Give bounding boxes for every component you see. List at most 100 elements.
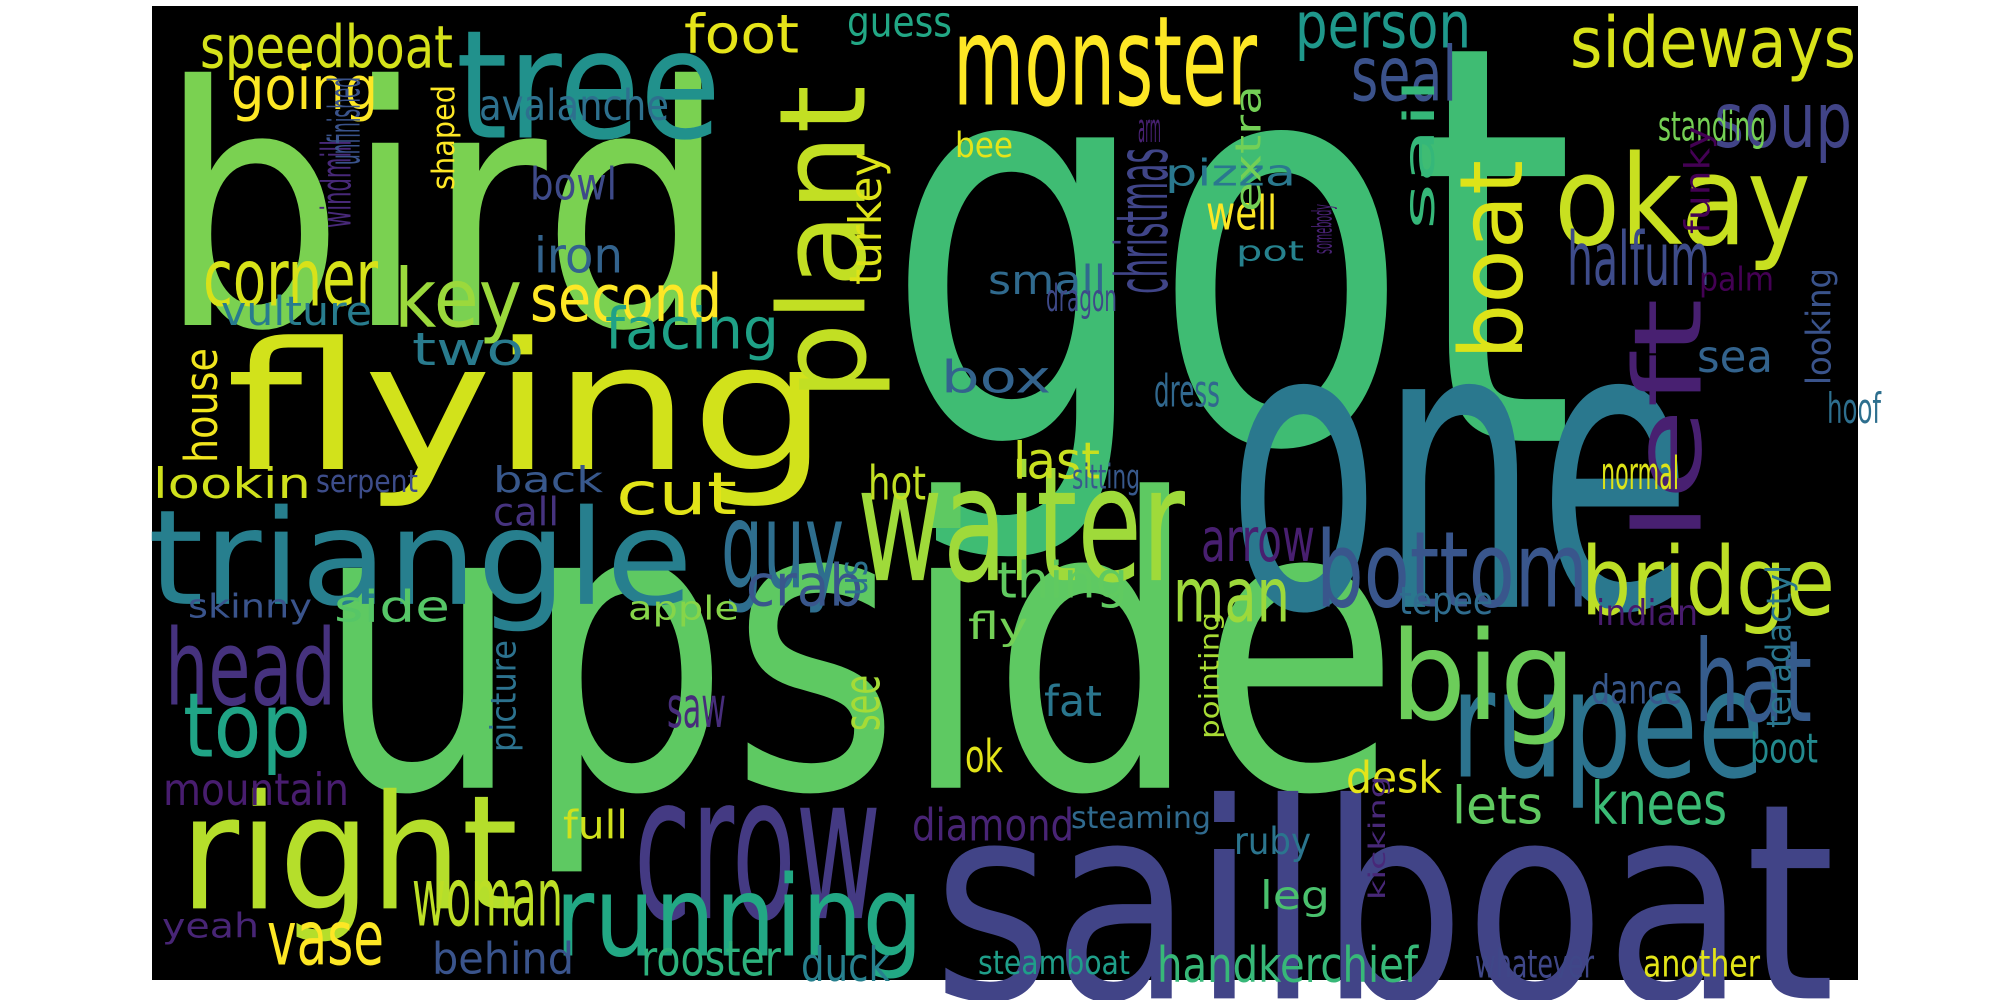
word-foot: foot — [684, 3, 800, 66]
word-woman: woman — [412, 850, 564, 946]
word-steamboat: steamboat — [978, 943, 1131, 982]
word-funky: funky — [1676, 125, 1718, 234]
word-ok: ok — [965, 729, 1004, 784]
word-speedboat: speedboat — [200, 12, 454, 82]
word-bowl: bowl — [530, 157, 618, 211]
word-us: us — [829, 559, 877, 596]
word-crab: crab — [746, 551, 864, 620]
word-guy: guy — [721, 474, 845, 617]
word-rupee: rupee — [1451, 637, 1764, 813]
word-apple: apple — [628, 589, 740, 628]
word-avalanche: avalanche — [479, 80, 669, 131]
word-bottom: bottom — [1316, 508, 1589, 632]
word-cloud-background — [152, 6, 1858, 980]
word-triangle: triangle — [148, 481, 693, 636]
word-handkerchief: handkerchief — [1157, 936, 1419, 994]
word-boat: boat — [1441, 159, 1544, 360]
word-bee: bee — [955, 124, 1014, 166]
word-call: call — [493, 489, 560, 536]
word-pizza: pizza — [1165, 151, 1297, 194]
word-okay: okay — [1554, 128, 1812, 274]
word-thing: thing — [997, 551, 1129, 610]
word-saw: saw — [667, 674, 727, 741]
word-teradactyl: teradactyl — [1758, 564, 1799, 728]
word-boot: boot — [1750, 724, 1819, 773]
word-man: man — [1173, 550, 1291, 640]
word-hoof: hoof — [1827, 384, 1882, 433]
word-key: key — [394, 250, 523, 346]
word-dress: dress — [1154, 364, 1221, 418]
word-sideways: sideways — [1570, 1, 1857, 84]
word-desk: desk — [1346, 752, 1443, 804]
word-right: right — [180, 760, 519, 947]
word-sailboat: sailboat — [933, 744, 1836, 1000]
word-shaped: shaped — [425, 84, 462, 190]
word-fly: fly — [968, 604, 1029, 649]
word-picture: picture — [482, 639, 524, 752]
word-waiter: waiter — [857, 431, 1186, 619]
word-vulture: vulture — [221, 287, 373, 335]
word-duck: duck — [801, 936, 891, 993]
word-two: two — [412, 323, 525, 376]
word-hot: hot — [868, 455, 927, 511]
word-unfinished: unfinished — [319, 76, 371, 165]
word-tepee: tepee — [1399, 578, 1494, 624]
word-seal: seal — [1351, 30, 1458, 119]
word-big: big — [1390, 604, 1577, 749]
word-pointing: pointing — [1193, 611, 1225, 739]
word-sitting: sitting — [1072, 456, 1141, 497]
word-going: going — [231, 53, 378, 124]
word-steaming: steaming — [1071, 800, 1212, 836]
word-running: running — [555, 851, 924, 983]
word-serpent: serpent — [316, 463, 419, 500]
word-facing: facing — [605, 295, 780, 363]
word-dance: dance — [1591, 666, 1683, 713]
word-bridge: bridge — [1581, 526, 1836, 638]
word-turkey: turkey — [840, 152, 892, 285]
word-side: side — [334, 581, 451, 633]
word-ruby: ruby — [1234, 819, 1312, 864]
word-mountain: mountain — [163, 764, 350, 816]
word-diamond: diamond — [912, 798, 1075, 852]
word-back: back — [493, 458, 604, 501]
word-second: second — [530, 260, 722, 337]
word-see: see — [833, 674, 892, 731]
word-hat: hat — [1694, 615, 1813, 749]
word-palm: palm — [1699, 260, 1775, 299]
word-yeah: yeah — [162, 905, 260, 946]
word-got: got — [885, 0, 1576, 575]
word-soup: soup — [1714, 75, 1853, 166]
word-full: full — [563, 802, 629, 849]
word-head: head — [165, 606, 337, 730]
word-normal: normal — [1601, 446, 1679, 501]
word-standing: standing — [1658, 102, 1767, 151]
word-fat: fat — [1044, 676, 1103, 727]
word-person: person — [1295, 0, 1472, 64]
word-looking: looking — [1798, 267, 1839, 385]
word-one: one — [1227, 236, 1693, 703]
word-flying: flying — [226, 304, 830, 512]
word-indian: indian — [1596, 591, 1699, 634]
word-dragon: dragon — [1046, 276, 1117, 321]
word-knees: knees — [1591, 769, 1728, 839]
word-arrow: arrow — [1201, 505, 1316, 576]
word-somebody: somebody — [1306, 204, 1338, 254]
word-bird: bird — [158, 15, 729, 405]
word-last: last — [1013, 431, 1101, 491]
word-cut: cut — [616, 459, 738, 529]
word-box: box — [941, 350, 1052, 404]
word-extra: extra — [1227, 85, 1269, 212]
word-guess: guess — [847, 0, 952, 47]
word-monster: monster — [953, 0, 1258, 135]
word-arm: arm — [1138, 104, 1161, 152]
word-lookin: lookin — [153, 459, 311, 508]
word-pot: pot — [1236, 234, 1305, 268]
word-house: house — [174, 348, 229, 463]
word-vase: vase — [267, 893, 385, 983]
word-another: another — [1643, 941, 1761, 986]
word-iron: iron — [534, 226, 624, 285]
word-kicking: kicking — [1363, 775, 1391, 900]
word-behind: behind — [432, 933, 575, 985]
word-top: top — [183, 673, 312, 778]
